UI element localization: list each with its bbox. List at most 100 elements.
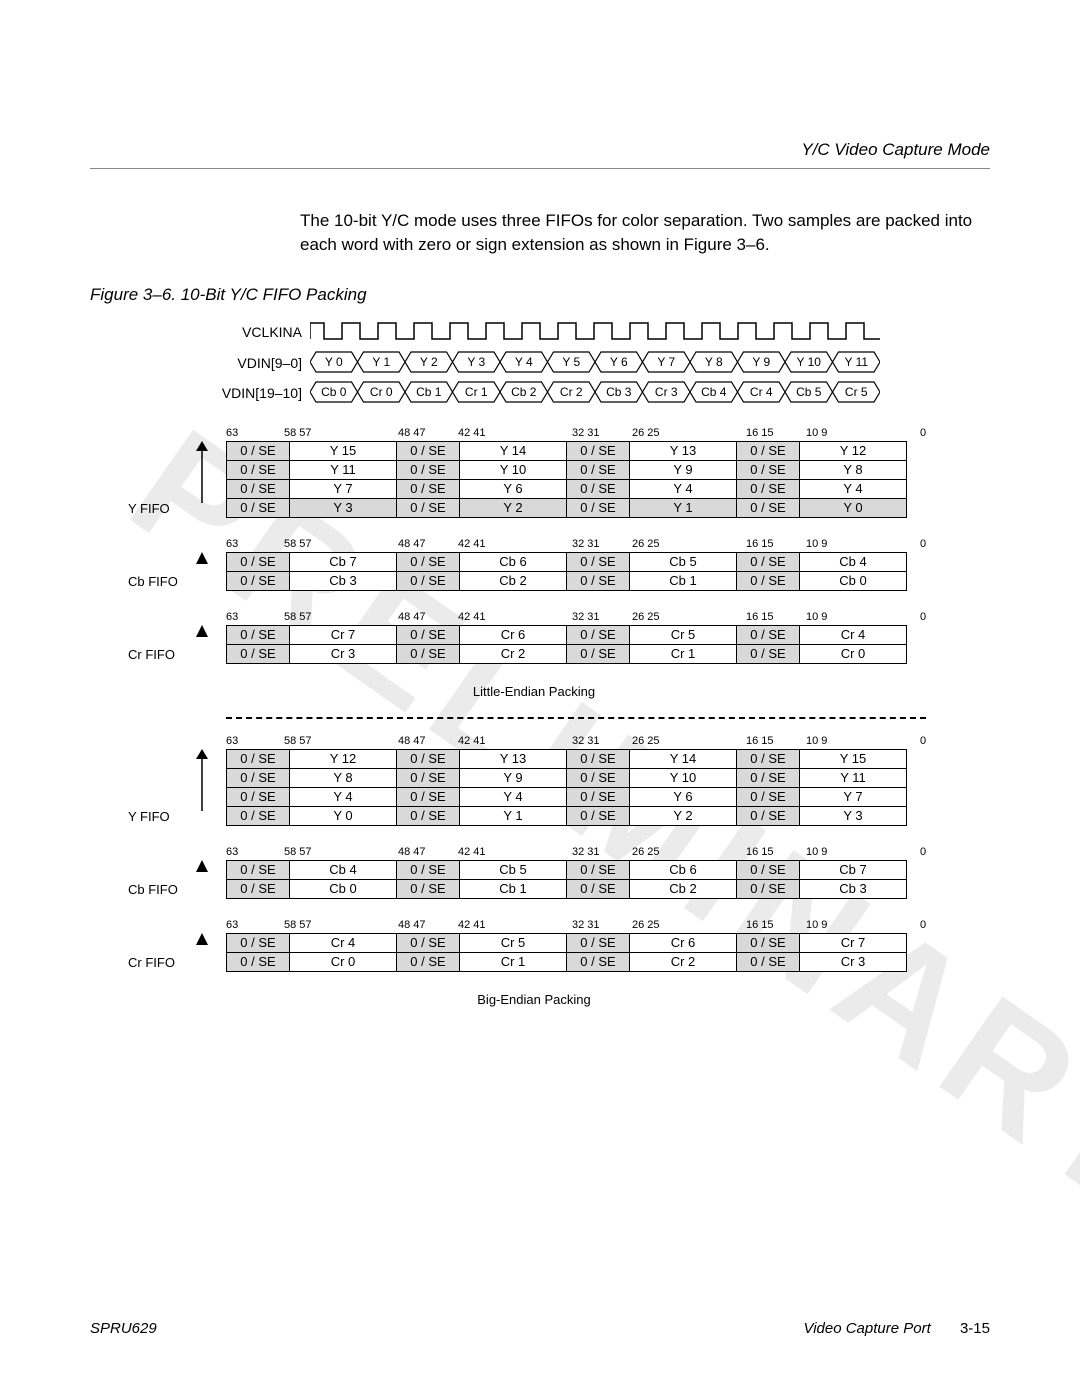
value-cell: Y 1 — [460, 806, 567, 825]
value-cell: Cb 5 — [630, 552, 737, 571]
se-cell: 0 / SE — [567, 625, 630, 644]
y-fifo-be-label: Y FIFO — [128, 809, 170, 824]
svg-text:Cb 2: Cb 2 — [511, 385, 537, 399]
value-cell: Cb 4 — [290, 860, 397, 879]
bit-label: 0 — [920, 611, 926, 623]
bit-label: 10 9 — [806, 735, 827, 747]
bit-label: 58 57 — [284, 919, 312, 931]
cr-fifo-le-label: Cr FIFO — [128, 647, 175, 662]
value-cell: Cr 0 — [800, 644, 907, 663]
value-cell: Y 12 — [290, 749, 397, 768]
se-cell: 0 / SE — [567, 933, 630, 952]
header-section-title: Y/C Video Capture Mode — [90, 140, 990, 160]
bit-label: 16 15 — [746, 538, 774, 550]
se-cell: 0 / SE — [737, 860, 800, 879]
se-cell: 0 / SE — [737, 879, 800, 898]
table-row: 0 / SECb 00 / SECb 10 / SECb 20 / SECb 3 — [227, 879, 907, 898]
value-cell: Cb 6 — [630, 860, 737, 879]
y-fifo-le-label: Y FIFO — [128, 501, 170, 516]
vdin-high-label: VDIN[19–10] — [150, 385, 310, 401]
value-cell: Cr 4 — [800, 625, 907, 644]
y-fifo-le-table: 0 / SEY 150 / SEY 140 / SEY 130 / SEY 12… — [226, 441, 907, 518]
bit-label: 58 57 — [284, 427, 312, 439]
bit-label: 42 41 — [458, 611, 486, 623]
se-cell: 0 / SE — [567, 571, 630, 590]
value-cell: Y 14 — [460, 441, 567, 460]
vdin-low-label: VDIN[9–0] — [150, 355, 310, 371]
svg-text:Y 11: Y 11 — [844, 355, 868, 369]
se-cell: 0 / SE — [227, 644, 290, 663]
se-cell: 0 / SE — [567, 806, 630, 825]
se-cell: 0 / SE — [567, 787, 630, 806]
value-cell: Y 2 — [630, 806, 737, 825]
fifo-arrow-icon — [196, 441, 208, 503]
bit-label: 26 25 — [632, 427, 660, 439]
y-fifo-be-group: Y FIFO6358 5748 4742 4132 3126 2516 1510… — [132, 735, 990, 826]
se-cell: 0 / SE — [397, 787, 460, 806]
fifo-arrow-icon — [196, 860, 208, 874]
cb-fifo-be-table: 0 / SECb 40 / SECb 50 / SECb 60 / SECb 7… — [226, 860, 907, 899]
se-cell: 0 / SE — [737, 787, 800, 806]
value-cell: Cb 7 — [290, 552, 397, 571]
bit-label: 42 41 — [458, 846, 486, 858]
bit-label: 32 31 — [572, 538, 600, 550]
se-cell: 0 / SE — [397, 768, 460, 787]
se-cell: 0 / SE — [567, 460, 630, 479]
bit-label: 0 — [920, 427, 926, 439]
se-cell: 0 / SE — [567, 479, 630, 498]
se-cell: 0 / SE — [397, 625, 460, 644]
bit-label: 16 15 — [746, 611, 774, 623]
se-cell: 0 / SE — [397, 479, 460, 498]
se-cell: 0 / SE — [227, 768, 290, 787]
value-cell: Cr 5 — [460, 933, 567, 952]
bit-label: 26 25 — [632, 611, 660, 623]
value-cell: Cr 1 — [630, 644, 737, 663]
bit-label: 0 — [920, 919, 926, 931]
se-cell: 0 / SE — [397, 571, 460, 590]
value-cell: Y 8 — [290, 768, 397, 787]
fifo-arrow-icon — [196, 933, 208, 947]
bit-label: 58 57 — [284, 735, 312, 747]
bit-label: 48 47 — [398, 735, 426, 747]
cr-fifo-le-table: 0 / SECr 70 / SECr 60 / SECr 50 / SECr 4… — [226, 625, 907, 664]
value-cell: Cr 7 — [800, 933, 907, 952]
bit-label: 32 31 — [572, 611, 600, 623]
value-cell: Cr 6 — [460, 625, 567, 644]
svg-text:Y 4: Y 4 — [515, 355, 533, 369]
se-cell: 0 / SE — [397, 879, 460, 898]
se-cell: 0 / SE — [397, 498, 460, 517]
value-cell: Y 14 — [630, 749, 737, 768]
bit-label: 26 25 — [632, 538, 660, 550]
value-cell: Y 0 — [800, 498, 907, 517]
se-cell: 0 / SE — [227, 749, 290, 768]
value-cell: Y 3 — [800, 806, 907, 825]
se-cell: 0 / SE — [227, 787, 290, 806]
svg-text:Y 3: Y 3 — [467, 355, 485, 369]
bit-label: 26 25 — [632, 735, 660, 747]
bit-label: 42 41 — [458, 427, 486, 439]
value-cell: Cb 1 — [460, 879, 567, 898]
header-rule — [90, 168, 990, 169]
fifo-arrow-icon — [196, 552, 208, 566]
se-cell: 0 / SE — [227, 552, 290, 571]
svg-text:Cr 2: Cr 2 — [560, 385, 583, 399]
bit-label: 32 31 — [572, 735, 600, 747]
bit-label: 32 31 — [572, 846, 600, 858]
cb-fifo-be-group: Cb FIFO6358 5748 4742 4132 3126 2516 151… — [132, 846, 990, 899]
value-cell: Y 11 — [290, 460, 397, 479]
se-cell: 0 / SE — [737, 625, 800, 644]
bit-label: 0 — [920, 846, 926, 858]
table-row: 0 / SEY 120 / SEY 130 / SEY 140 / SEY 15 — [227, 749, 907, 768]
bit-label: 26 25 — [632, 846, 660, 858]
value-cell: Y 3 — [290, 498, 397, 517]
vdin-low-hexagons: Y 0Y 1Y 2Y 3Y 4Y 5Y 6Y 7Y 8Y 9Y 10Y 11 — [310, 351, 880, 375]
se-cell: 0 / SE — [737, 933, 800, 952]
bit-label: 0 — [920, 735, 926, 747]
se-cell: 0 / SE — [227, 498, 290, 517]
little-endian-caption: Little-Endian Packing — [184, 684, 884, 699]
se-cell: 0 / SE — [227, 952, 290, 971]
se-cell: 0 / SE — [737, 806, 800, 825]
endian-separator — [226, 717, 926, 719]
se-cell: 0 / SE — [227, 460, 290, 479]
bit-label: 63 — [226, 919, 238, 931]
